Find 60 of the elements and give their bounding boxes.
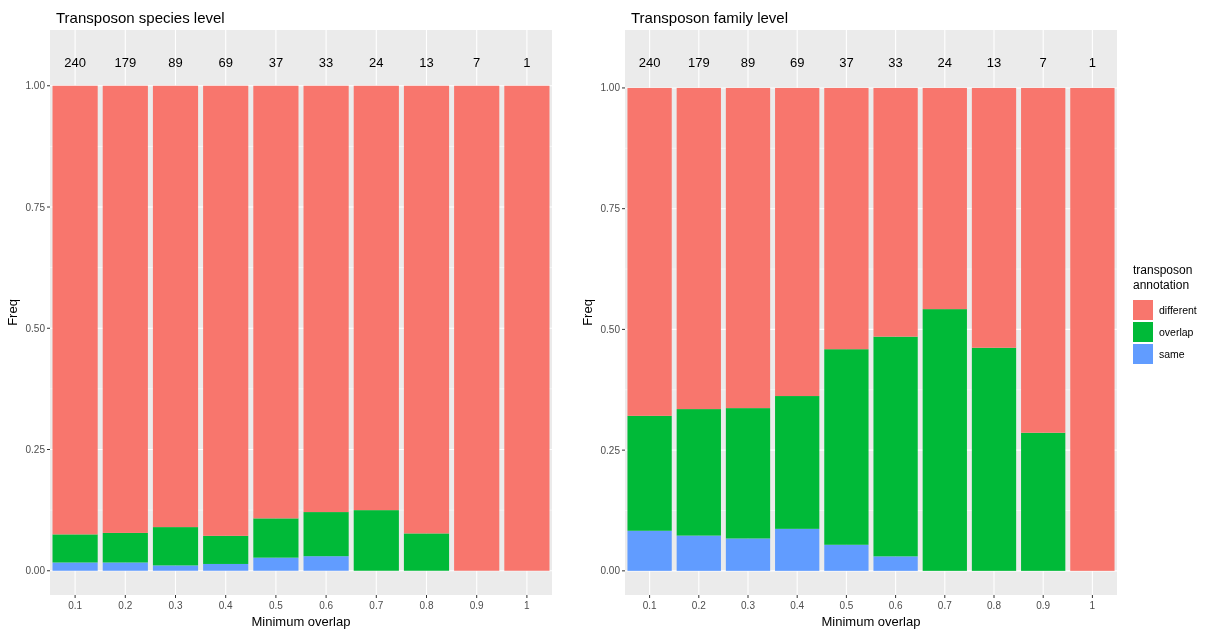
x-tick-label: 1 <box>1089 600 1096 611</box>
y-axis-title: Freq <box>580 299 595 326</box>
y-tick-label: 0.00 <box>25 565 46 577</box>
y-tick-label: 0.00 <box>600 565 621 577</box>
legend-title: transposon annotation <box>1133 263 1193 292</box>
annotation: 240 <box>638 54 661 70</box>
annotation: 179 <box>114 54 137 70</box>
x-tick-label: 0.2 <box>691 600 707 611</box>
y-axis-title: Freq <box>5 299 20 326</box>
x-axis-title: Minimum overlap <box>251 614 351 629</box>
x-tick-label: 0.4 <box>218 600 234 611</box>
y-tick-label: 0.25 <box>25 444 46 456</box>
annotation: 1 <box>1088 54 1097 70</box>
x-axis-title: Minimum overlap <box>821 614 921 629</box>
annotation: 240 <box>64 54 86 70</box>
annotation: 37 <box>268 54 284 70</box>
x-tick-label: 0.1 <box>68 600 83 611</box>
annotation: 33 <box>888 54 903 70</box>
annotation: 37 <box>839 54 854 70</box>
x-tick-label: 0.5 <box>268 600 284 611</box>
y-tick-label: 1.00 <box>600 82 621 94</box>
annotation: 1 <box>523 54 531 70</box>
annotation: 89 <box>740 54 756 70</box>
x-tick-label: 0.5 <box>839 600 854 611</box>
annotation: 13 <box>419 54 434 70</box>
legend-label: same <box>1159 347 1185 360</box>
y-tick-label: 0.25 <box>600 444 621 456</box>
chart-title: Transposon family level <box>631 9 789 26</box>
x-tick-label: 1 <box>524 600 531 611</box>
x-tick-label: 0.3 <box>741 600 756 611</box>
y-tick-label: 0.75 <box>25 201 46 213</box>
chart-title: Transposon species level <box>56 9 225 26</box>
annotation: 24 <box>937 54 953 70</box>
annotation: 7 <box>473 54 481 70</box>
annotation: 7 <box>1039 54 1047 70</box>
annotation: 69 <box>789 54 805 70</box>
x-tick-label: 0.9 <box>1036 600 1051 611</box>
annotation: 69 <box>218 54 233 70</box>
x-tick-label: 0.4 <box>790 600 805 611</box>
annotation: 24 <box>369 54 384 70</box>
annotation: 89 <box>168 54 183 70</box>
x-tick-label: 0.1 <box>642 600 657 611</box>
x-tick-label: 0.7 <box>369 600 384 611</box>
annotation: 33 <box>318 54 334 70</box>
x-tick-label: 0.3 <box>168 600 183 611</box>
annotation: 13 <box>986 54 1002 70</box>
x-tick-label: 0.2 <box>118 600 133 611</box>
y-tick-label: 0.50 <box>25 322 46 334</box>
y-tick-label: 1.00 <box>25 80 46 92</box>
x-tick-label: 0.8 <box>419 600 434 611</box>
y-tick-label: 0.75 <box>600 203 621 215</box>
y-tick-label: 0.50 <box>600 323 621 335</box>
x-tick-label: 0.6 <box>888 600 903 611</box>
legend-label: overlap <box>1159 325 1194 338</box>
x-tick-label: 0.9 <box>469 600 485 611</box>
x-tick-label: 0.7 <box>937 600 953 611</box>
x-tick-label: 0.6 <box>319 600 334 611</box>
annotation: 179 <box>687 54 710 70</box>
x-tick-label: 0.8 <box>987 600 1002 611</box>
legend-label: different <box>1159 303 1197 316</box>
